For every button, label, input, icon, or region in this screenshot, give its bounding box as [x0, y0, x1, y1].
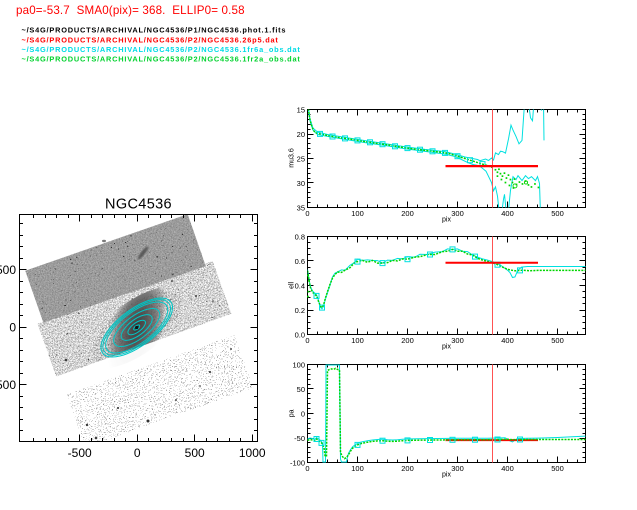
svg-text:~/S4G/PRODUCTS/ARCHIVAL/NGC453: ~/S4G/PRODUCTS/ARCHIVAL/NGC4536/P2/NGC45…: [22, 45, 301, 54]
svg-text:0: 0: [305, 464, 309, 473]
svg-text:0.8: 0.8: [295, 232, 305, 241]
svg-text:ell: ell: [289, 281, 296, 288]
svg-text:1000: 1000: [239, 446, 266, 460]
svg-text:300: 300: [451, 209, 464, 218]
svg-text:500: 500: [0, 263, 16, 277]
svg-text:0: 0: [301, 409, 305, 418]
svg-text:pix: pix: [442, 344, 451, 351]
svg-text:200: 200: [401, 336, 414, 345]
svg-text:0: 0: [305, 209, 309, 218]
svg-text:400: 400: [501, 336, 514, 345]
svg-text:0.2: 0.2: [295, 306, 305, 315]
svg-text:100: 100: [351, 464, 364, 473]
svg-text:100: 100: [351, 336, 364, 345]
svg-text:0.0: 0.0: [295, 330, 305, 339]
svg-text:200: 200: [401, 464, 414, 473]
svg-text:400: 400: [501, 464, 514, 473]
svg-text:35: 35: [297, 203, 305, 212]
svg-text:500: 500: [551, 464, 564, 473]
svg-text:pa: pa: [289, 409, 296, 417]
svg-text:400: 400: [501, 209, 514, 218]
svg-text:0: 0: [305, 336, 309, 345]
svg-text:~/S4G/PRODUCTS/ARCHIVAL/NGC453: ~/S4G/PRODUCTS/ARCHIVAL/NGC4536/P2/NGC45…: [22, 35, 279, 44]
svg-text:100: 100: [351, 209, 364, 218]
svg-text:500: 500: [551, 336, 564, 345]
svg-text:-500: -500: [0, 378, 16, 392]
svg-text:pa0=-53.7 SMA0(pix)= 368. EL: pa0=-53.7 SMA0(pix)= 368. ELLIP0= 0.58: [16, 4, 245, 17]
svg-text:0: 0: [9, 321, 16, 335]
svg-text:20: 20: [297, 130, 305, 139]
svg-text:200: 200: [401, 209, 414, 218]
svg-text:30: 30: [297, 179, 305, 188]
svg-text:-50: -50: [294, 434, 305, 443]
svg-text:pix: pix: [442, 217, 451, 224]
svg-text:-100: -100: [290, 458, 305, 467]
svg-text:15: 15: [297, 105, 305, 114]
svg-text:25: 25: [297, 154, 305, 163]
svg-text:50: 50: [297, 385, 305, 394]
svg-text:300: 300: [451, 336, 464, 345]
svg-text:300: 300: [451, 464, 464, 473]
svg-text:pix: pix: [442, 472, 451, 479]
svg-text:0: 0: [134, 446, 141, 460]
svg-text:-500: -500: [68, 446, 92, 460]
svg-text:500: 500: [551, 209, 564, 218]
svg-text:0.4: 0.4: [295, 281, 305, 290]
svg-text:mu3.6: mu3.6: [289, 148, 296, 168]
svg-text:~/S4G/PRODUCTS/ARCHIVAL/NGC453: ~/S4G/PRODUCTS/ARCHIVAL/NGC4536/P2/NGC45…: [22, 55, 301, 64]
svg-text:~/S4G/PRODUCTS/ARCHIVAL/NGC453: ~/S4G/PRODUCTS/ARCHIVAL/NGC4536/P1/NGC45…: [22, 26, 287, 35]
svg-text:500: 500: [185, 446, 205, 460]
svg-text:0.6: 0.6: [295, 257, 305, 266]
svg-text:100: 100: [292, 360, 305, 369]
svg-text:NGC4536: NGC4536: [105, 197, 172, 213]
